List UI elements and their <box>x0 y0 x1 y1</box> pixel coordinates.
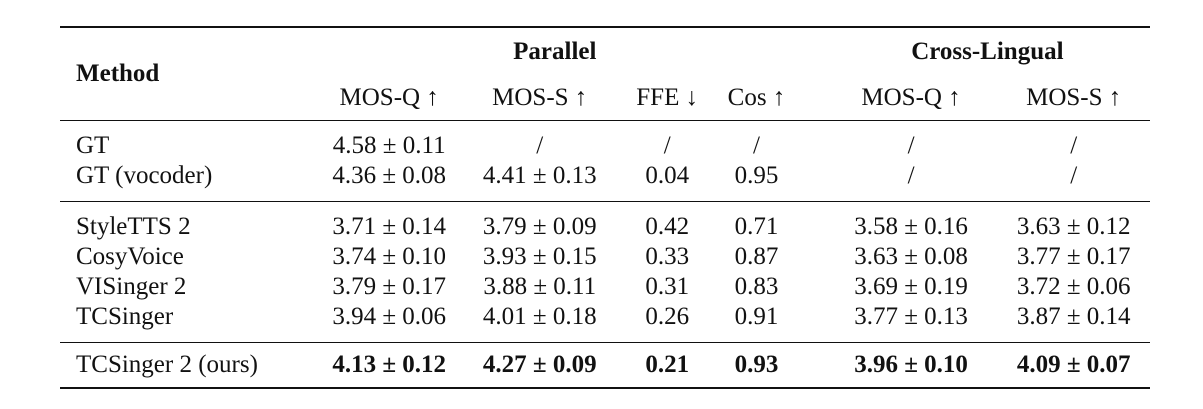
table-cell-best: 4.27 ± 0.09 <box>463 342 616 389</box>
col-header-cos: Cos ↑ <box>718 76 795 121</box>
table-cell: 3.58 ± 0.16 <box>824 201 998 242</box>
table-cell-best: 0.21 <box>616 342 719 389</box>
table-row: CosyVoice 3.74 ± 0.10 3.93 ± 0.15 0.33 0… <box>60 242 1150 272</box>
table-cell: 3.79 ± 0.09 <box>463 201 616 242</box>
col-header-mos-s-cross: MOS-S ↑ <box>997 76 1150 121</box>
header-gap <box>795 76 825 121</box>
table-cell: 3.77 ± 0.13 <box>854 303 968 330</box>
table-cell: 0.71 <box>718 201 795 242</box>
table-cell: / <box>1070 162 1078 189</box>
table-cell: 4.01 ± 0.18 <box>482 303 597 330</box>
table-cell: 3.79 ± 0.17 <box>332 273 447 300</box>
row-gap <box>794 201 825 242</box>
table-cell: 0.04 <box>645 162 690 189</box>
table-cell: 3.93 ± 0.15 <box>482 243 597 270</box>
table-cell: / <box>907 162 915 189</box>
row-method: StyleTTS 2 <box>60 201 315 242</box>
table-cell: 0.26 <box>645 303 690 330</box>
table-cell: / <box>616 120 719 161</box>
table-cell: 0.91 <box>734 303 779 330</box>
col-header-mos-q-cross: MOS-Q ↑ <box>824 76 998 121</box>
row-method: VISinger 2 <box>76 273 187 300</box>
table-row-ours: TCSinger 2 (ours) 4.13 ± 0.12 4.27 ± 0.0… <box>60 342 1150 389</box>
row-gap <box>795 161 825 202</box>
table-row: TCSinger 3.94 ± 0.06 4.01 ± 0.18 0.26 0.… <box>60 302 1150 343</box>
table-row: VISinger 2 3.79 ± 0.17 3.88 ± 0.11 0.31 … <box>60 272 1150 302</box>
col-header-mos-s-parallel: MOS-S ↑ <box>463 76 616 121</box>
row-gap <box>795 302 825 343</box>
col-header-ffe: FFE ↓ <box>616 76 719 121</box>
row-method: TCSinger <box>76 303 174 330</box>
table-cell: 3.63 ± 0.12 <box>997 201 1150 242</box>
table-cell-best: 3.96 ± 0.10 <box>824 342 998 389</box>
row-gap <box>795 242 825 272</box>
table-cell: 3.77 ± 0.17 <box>1016 243 1131 270</box>
table-cell: 3.87 ± 0.14 <box>1016 303 1131 330</box>
table-cell: 0.95 <box>734 162 779 189</box>
row-method: GT <box>60 120 315 161</box>
group-header-row: Method Parallel Cross-Lingual <box>60 26 1150 121</box>
table-cell: 3.74 ± 0.10 <box>332 243 447 270</box>
row-method: TCSinger 2 (ours) <box>60 342 315 389</box>
table-row: GT 4.58 ± 0.11 / / / / / <box>60 120 1150 161</box>
table-cell: 3.94 ± 0.06 <box>332 303 447 330</box>
table-cell: 3.72 ± 0.06 <box>1016 273 1131 300</box>
parallel-group-header: Parallel <box>314 26 795 76</box>
table-cell: 4.41 ± 0.13 <box>482 162 597 189</box>
table-cell: 0.42 <box>616 201 719 242</box>
cross-lingual-group-label: Cross-Lingual <box>911 38 1064 65</box>
method-header: Method <box>60 26 315 121</box>
table-cell-best: 4.09 ± 0.07 <box>997 342 1150 389</box>
row-gap <box>794 342 825 389</box>
row-method: CosyVoice <box>76 243 184 270</box>
row-gap <box>795 272 825 302</box>
table-cell: 0.33 <box>645 243 690 270</box>
group-gap <box>794 26 825 76</box>
table-cell: 0.31 <box>645 273 690 300</box>
table-cell-best: 0.93 <box>718 342 795 389</box>
results-table: Method Parallel Cross-Lingual MOS-Q ↑ MO… <box>60 26 1150 389</box>
parallel-group-label: Parallel <box>513 38 597 65</box>
table-cell: / <box>824 120 998 161</box>
table-cell: 3.63 ± 0.08 <box>854 243 968 270</box>
table-cell: 0.83 <box>734 273 779 300</box>
row-gap <box>794 120 825 161</box>
table-cell-best: 4.13 ± 0.12 <box>314 342 464 389</box>
table-cell: 4.58 ± 0.11 <box>314 120 464 161</box>
col-header-mos-q-parallel: MOS-Q ↑ <box>314 76 464 121</box>
row-method: GT (vocoder) <box>76 162 213 189</box>
table-cell: / <box>997 120 1150 161</box>
table-cell: 4.36 ± 0.08 <box>332 162 447 189</box>
cross-lingual-group-header: Cross-Lingual <box>824 26 1150 76</box>
table-cell: 3.88 ± 0.11 <box>483 273 597 300</box>
table-row: StyleTTS 2 3.71 ± 0.14 3.79 ± 0.09 0.42 … <box>60 201 1150 242</box>
table-cell: / <box>718 120 795 161</box>
table-cell: / <box>463 120 616 161</box>
table-cell: 3.71 ± 0.14 <box>314 201 464 242</box>
table-cell: 3.69 ± 0.19 <box>854 273 968 300</box>
column-header-row: MOS-Q ↑ MOS-S ↑ FFE ↓ Cos ↑ MOS-Q ↑ MOS-… <box>60 76 1150 121</box>
table-cell: 0.87 <box>734 243 779 270</box>
table-row: GT (vocoder) 4.36 ± 0.08 4.41 ± 0.13 0.0… <box>60 161 1150 202</box>
